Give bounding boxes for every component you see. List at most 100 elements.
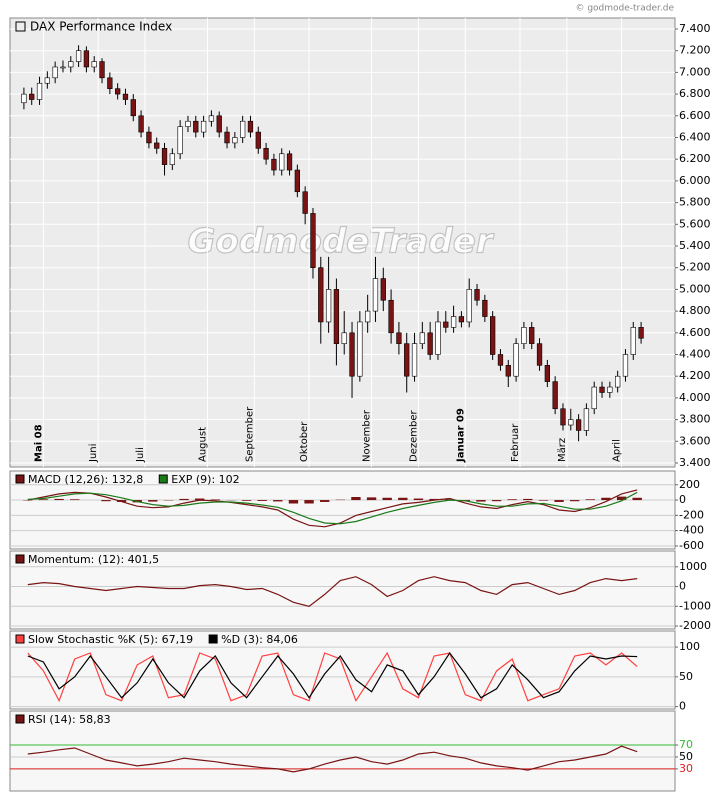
candle-body xyxy=(326,289,331,322)
histogram-bar xyxy=(54,499,63,500)
candle-body xyxy=(233,138,238,143)
candle-body xyxy=(615,376,620,387)
histogram-bar xyxy=(508,499,517,500)
candle-body xyxy=(147,132,152,143)
y-tick-label: 30 xyxy=(679,762,693,775)
candle-body xyxy=(467,289,472,322)
histogram-bar xyxy=(414,499,423,501)
candle-body xyxy=(631,327,636,354)
legend-swatch xyxy=(209,635,217,643)
candle-body xyxy=(365,311,370,322)
legend-swatch xyxy=(16,635,24,643)
candle-body xyxy=(498,355,503,366)
candle-body xyxy=(61,67,66,68)
histogram-bar xyxy=(554,500,563,502)
candle-body xyxy=(295,170,300,192)
x-tick-label: Juli xyxy=(135,447,146,463)
histogram-bar xyxy=(211,499,220,500)
candle-body xyxy=(84,51,89,67)
histogram-bar xyxy=(351,497,360,500)
y-tick-label: 3.400 xyxy=(679,456,711,469)
candle-body xyxy=(373,279,378,312)
histogram-bar xyxy=(242,500,251,501)
candle-body xyxy=(381,279,386,301)
y-tick-label: 5.600 xyxy=(679,217,711,230)
y-tick-label: 5.200 xyxy=(679,261,711,274)
candle-body xyxy=(545,365,550,381)
y-tick-label: 1000 xyxy=(679,560,707,573)
candle-body xyxy=(272,159,277,170)
y-tick-label: -200 xyxy=(679,508,704,521)
y-tick-label: 7.400 xyxy=(679,22,711,35)
x-tick-label: November xyxy=(362,409,373,462)
y-tick-label: 6.800 xyxy=(679,87,711,100)
y-tick-label: -600 xyxy=(679,539,704,552)
candle-body xyxy=(279,154,284,170)
histogram-bar xyxy=(70,499,79,500)
candle-body xyxy=(600,387,605,392)
candle-body xyxy=(342,333,347,344)
histogram-bar xyxy=(523,499,532,500)
candle-body xyxy=(186,121,191,126)
candle-body xyxy=(311,213,316,267)
candle-body xyxy=(37,83,42,99)
y-tick-label: 4.000 xyxy=(679,391,711,404)
candle-body xyxy=(459,317,464,322)
y-tick-label: 6.200 xyxy=(679,152,711,165)
histogram-bar xyxy=(383,498,392,500)
candle-body xyxy=(553,382,558,409)
candle-body xyxy=(170,154,175,165)
x-tick-label: März xyxy=(557,438,568,462)
legend-swatch xyxy=(16,22,25,31)
candle-body xyxy=(108,78,113,89)
candle-body xyxy=(514,344,519,377)
candle-body xyxy=(139,116,144,132)
candle-body xyxy=(264,148,269,159)
histogram-bar xyxy=(320,500,329,502)
candle-body xyxy=(100,62,105,78)
candle-body xyxy=(131,100,136,116)
copyright: © godmode-trader.de xyxy=(575,4,674,14)
y-tick-label: 4.200 xyxy=(679,369,711,382)
candle-body xyxy=(639,327,644,338)
y-tick-label: 5.800 xyxy=(679,196,711,209)
candle-body xyxy=(451,317,456,328)
candle-body xyxy=(592,387,597,409)
y-tick-label: 0 xyxy=(679,580,686,593)
x-tick-label: September xyxy=(244,406,255,462)
y-tick-label: -2000 xyxy=(679,619,711,632)
histogram-bar xyxy=(367,497,376,500)
histogram-bar xyxy=(179,499,188,500)
candle-body xyxy=(318,268,323,322)
y-tick-label: 3.800 xyxy=(679,413,711,426)
histogram-bar xyxy=(289,500,298,503)
candle-body xyxy=(303,192,308,214)
x-tick-label: Mai 08 xyxy=(33,424,44,462)
y-tick-label: 5.000 xyxy=(679,282,711,295)
histogram-bar xyxy=(39,499,48,500)
y-tick-label: 4.600 xyxy=(679,326,711,339)
legend-label: RSI (14): 58,83 xyxy=(28,713,111,726)
histogram-bar xyxy=(586,499,595,500)
candle-body xyxy=(53,67,58,78)
candle-body xyxy=(576,420,581,431)
candle-body xyxy=(490,317,495,355)
candle-body xyxy=(350,333,355,376)
y-tick-label: 5.400 xyxy=(679,239,711,252)
histogram-bar xyxy=(570,500,579,501)
candle-body xyxy=(623,355,628,377)
y-tick-label: 4.800 xyxy=(679,304,711,317)
legend-label: EXP (9): 102 xyxy=(171,473,239,486)
histogram-bar xyxy=(492,500,501,501)
histogram-bar xyxy=(273,500,282,501)
y-tick-label: 6.000 xyxy=(679,174,711,187)
y-tick-label: -1000 xyxy=(679,599,711,612)
histogram-bar xyxy=(539,500,548,501)
histogram-bar xyxy=(304,500,313,503)
histogram-bar xyxy=(633,498,642,500)
candle-body xyxy=(568,420,573,425)
legend-swatch xyxy=(159,475,167,483)
histogram-bar xyxy=(258,500,267,501)
candle-body xyxy=(561,409,566,425)
y-tick-label: 50 xyxy=(679,670,693,683)
